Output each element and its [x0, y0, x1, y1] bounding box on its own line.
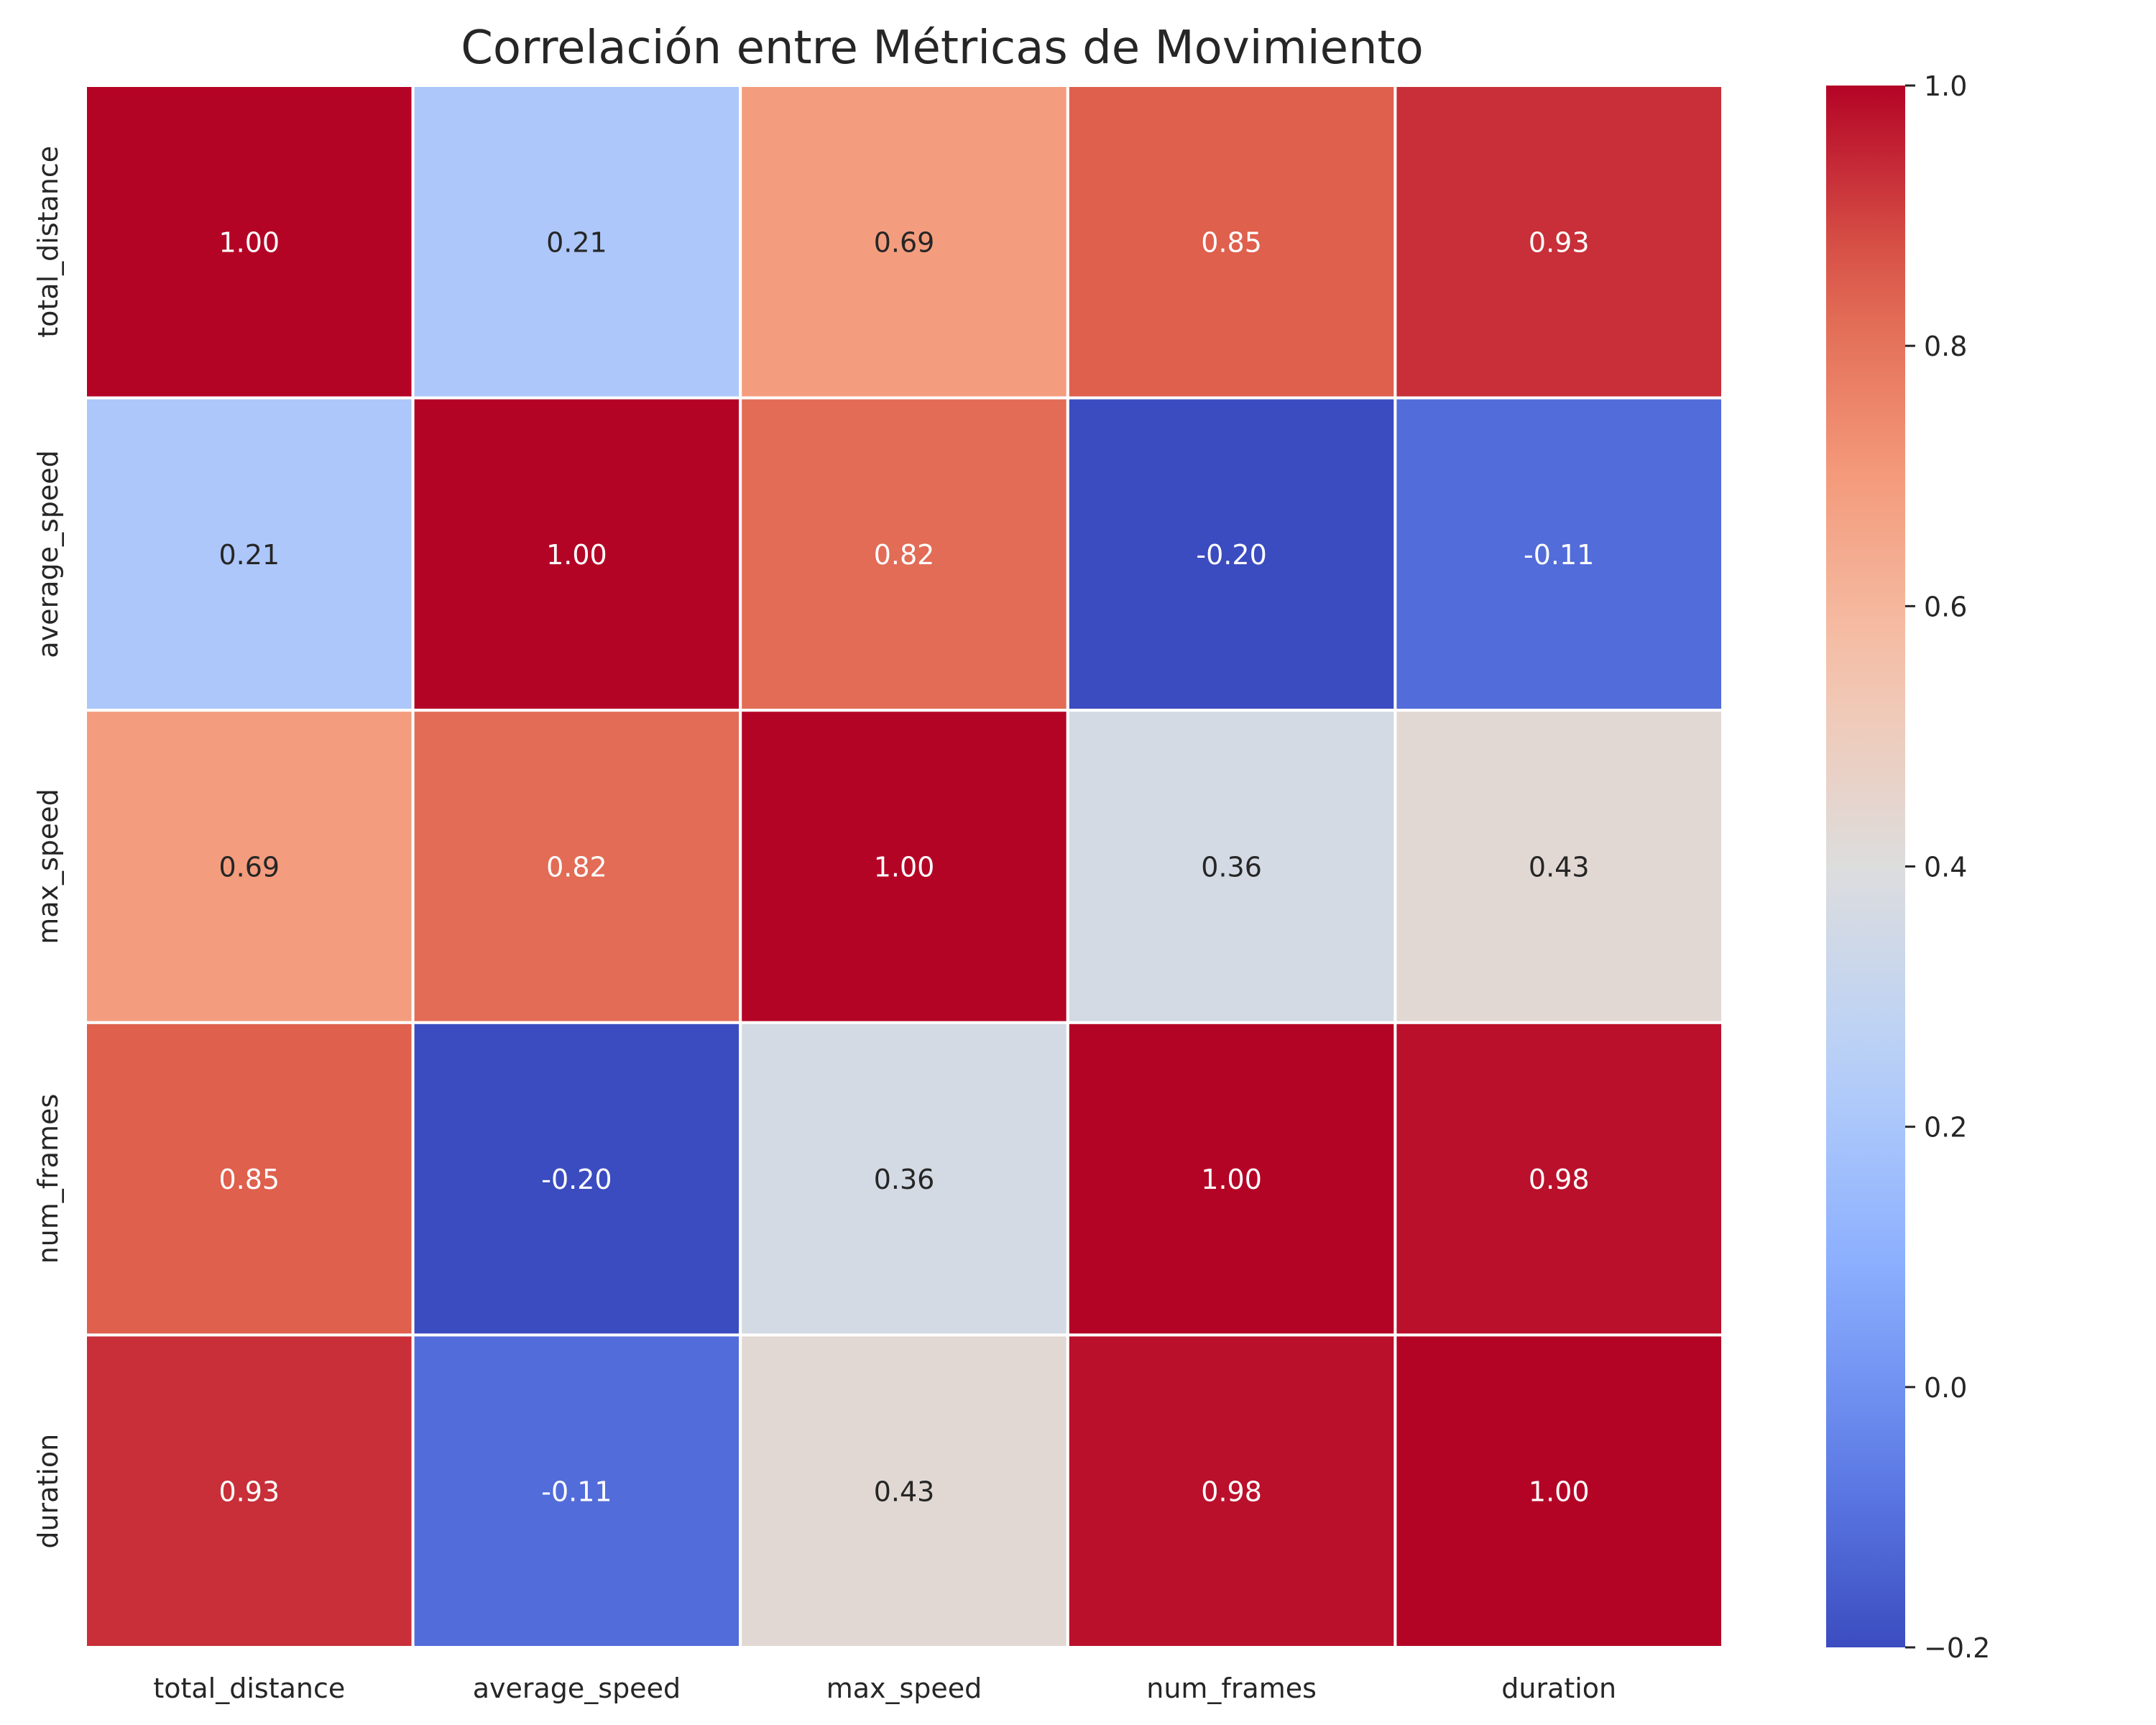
heatmap-cell-r0-c0 — [84, 84, 415, 400]
cell-value-label: 0.36 — [1201, 852, 1262, 883]
heatmap-cell-r3-c2 — [739, 1021, 1069, 1337]
heatmap-cell-r2-c2 — [739, 709, 1069, 1024]
cell-value-label: 1.00 — [1529, 1476, 1590, 1508]
cell-value-label: 0.43 — [874, 1476, 935, 1508]
heatmap-cell-labels: 1.00 0.21 0.69 0.85 0.93 0.21 1.00 0.82 -0.20 -0.… — [218, 226, 1594, 1507]
cell-value-label: -0.20 — [1196, 539, 1266, 571]
cell-value-label: 0.69 — [218, 852, 280, 883]
colorbar-ticks: −0.2 0.0 0.2 0.4 0.6 0.8 1.0 — [1905, 70, 1990, 1664]
heatmap-cell-r1-c4 — [1393, 396, 1725, 712]
heatmap-cell-r1-c2 — [739, 396, 1069, 712]
heatmap-cell-r3-c1 — [411, 1021, 742, 1337]
cell-value-label: 1.00 — [1201, 1164, 1262, 1195]
cell-value-label: -0.11 — [1524, 539, 1594, 571]
colorbar-tick-label: −0.2 — [1924, 1632, 1990, 1664]
cell-value-label: 1.00 — [874, 852, 935, 883]
cell-value-label: 0.21 — [546, 226, 607, 258]
cell-value-label: 0.43 — [1529, 852, 1590, 883]
x-tick-label: max_speed — [826, 1673, 982, 1704]
heatmap-cell-r3-c0 — [84, 1021, 415, 1337]
colorbar-tick-label: 0.4 — [1924, 852, 1967, 883]
heatmap-cell-r4-c1 — [411, 1333, 742, 1650]
cell-value-label: 0.85 — [218, 1164, 280, 1195]
cell-value-label: 0.36 — [874, 1164, 935, 1195]
heatmap-cell-r2-c3 — [1066, 709, 1397, 1024]
heatmap-cell-r0-c4 — [1393, 84, 1725, 400]
x-tick-label: total_distance — [153, 1673, 345, 1704]
heatmap-cell-r4-c0 — [84, 1333, 415, 1650]
y-tick-label: total_distance — [32, 146, 64, 338]
x-tick-label: num_frames — [1146, 1673, 1317, 1704]
y-tick-label: duration — [32, 1434, 64, 1549]
heatmap-cell-r4-c2 — [739, 1333, 1069, 1650]
chart-title: Correlación entre Métricas de Movimiento — [461, 22, 1424, 75]
heatmap-cell-r1-c0 — [84, 396, 415, 712]
y-axis-tick-labels: total_distance average_speed max_speed num_… — [32, 146, 64, 1549]
cell-value-label: 1.00 — [218, 226, 280, 258]
cell-value-label: -0.20 — [541, 1164, 612, 1195]
x-tick-label: average_speed — [473, 1673, 681, 1704]
heatmap-cells — [84, 84, 1725, 1650]
colorbar-tick-label: 0.2 — [1924, 1112, 1967, 1144]
colorbar — [1826, 86, 1905, 1647]
heatmap-cell-r3-c3 — [1066, 1021, 1397, 1337]
cell-value-label: 0.98 — [1201, 1476, 1262, 1508]
heatmap-cell-r2-c4 — [1393, 709, 1725, 1024]
y-tick-label: max_speed — [32, 788, 64, 944]
cell-value-label: 1.00 — [546, 539, 607, 571]
y-tick-label: num_frames — [32, 1094, 64, 1264]
cell-value-label: 0.82 — [546, 852, 607, 883]
heatmap-cell-r0-c3 — [1066, 84, 1397, 400]
cell-value-label: 0.93 — [218, 1476, 280, 1508]
heatmap-cell-r4-c4 — [1393, 1333, 1725, 1650]
cell-value-label: 0.93 — [1529, 226, 1590, 258]
heatmap-cell-r0-c2 — [739, 84, 1069, 400]
cell-value-label: 0.21 — [218, 539, 280, 571]
y-tick-label: average_speed — [32, 450, 64, 658]
colorbar-tick-label: 0.8 — [1924, 331, 1967, 362]
x-tick-label: duration — [1501, 1673, 1616, 1704]
cell-value-label: 0.82 — [874, 539, 935, 571]
heatmap-cell-r3-c4 — [1393, 1021, 1725, 1337]
heatmap-cell-r0-c1 — [411, 84, 742, 400]
cell-value-label: -0.11 — [541, 1476, 612, 1508]
cell-value-label: 0.85 — [1201, 226, 1262, 258]
heatmap-cell-r2-c1 — [411, 709, 742, 1024]
x-axis-tick-labels: total_distance average_speed max_speed num_… — [153, 1673, 1616, 1704]
cell-value-label: 0.98 — [1529, 1164, 1590, 1195]
colorbar-tick-label: 0.6 — [1924, 591, 1967, 622]
cell-value-label: 0.69 — [874, 226, 935, 258]
colorbar-tick-label: 1.0 — [1924, 70, 1967, 102]
colorbar-tick-label: 0.0 — [1924, 1372, 1967, 1404]
